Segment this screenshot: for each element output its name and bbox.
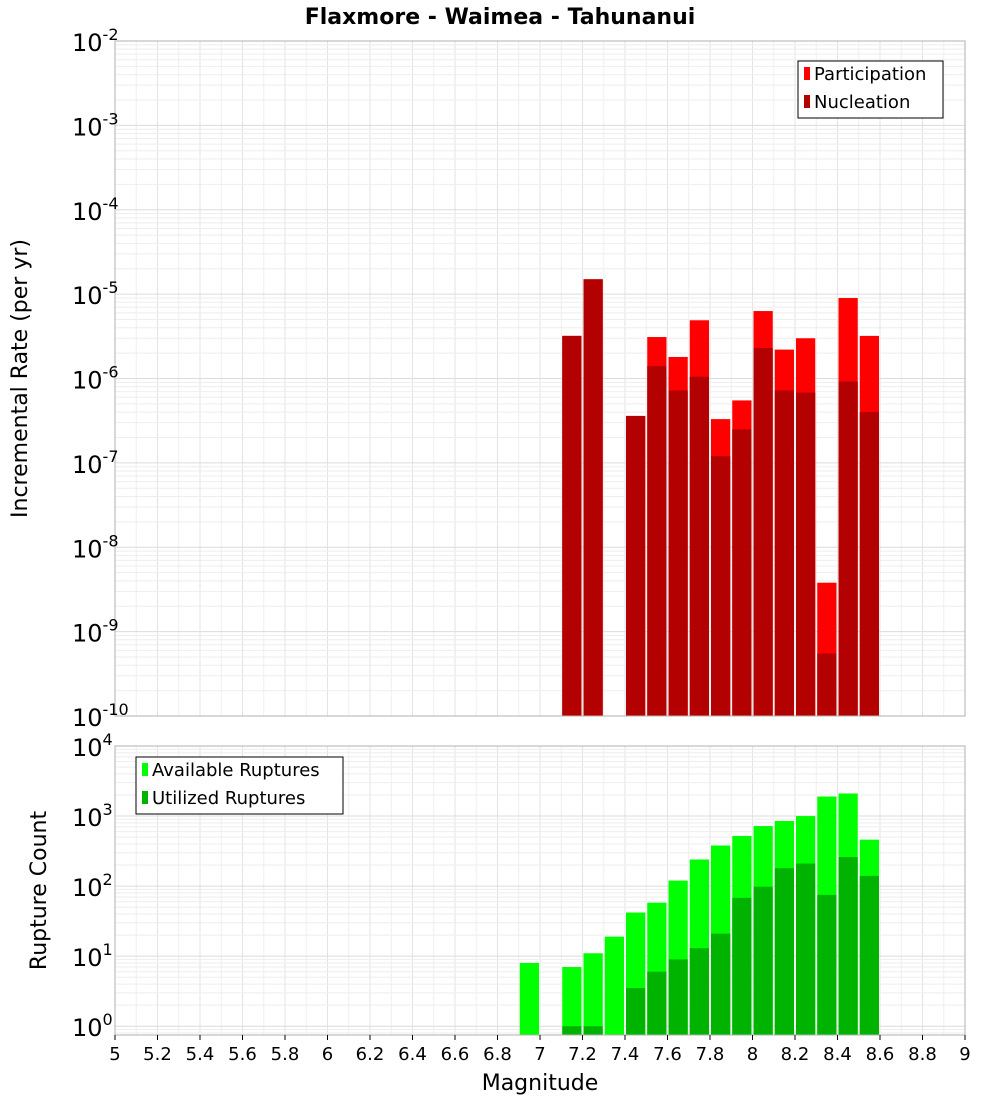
bar — [838, 857, 858, 1035]
y-axis-label: Rupture Count — [27, 811, 52, 971]
bar — [562, 1026, 582, 1035]
legend-swatch — [142, 791, 148, 804]
y-tick-label: 10-8 — [72, 531, 119, 563]
bar — [562, 335, 582, 716]
legend-label: Utilized Ruptures — [152, 788, 305, 809]
bar — [519, 962, 539, 1035]
y-tick-label: 10-3 — [72, 109, 119, 141]
y-tick-label: 103 — [72, 800, 113, 832]
y-tick-label: 104 — [72, 730, 113, 762]
bar — [817, 653, 837, 716]
x-tick-label: 5.6 — [228, 1044, 257, 1065]
y-tick-label: 10-10 — [72, 700, 129, 732]
bar — [774, 868, 794, 1035]
bar — [817, 894, 837, 1035]
x-tick-label: 8.6 — [866, 1044, 895, 1065]
legend-label: Nucleation — [814, 92, 910, 113]
bar — [859, 875, 879, 1035]
y-tick-label: 10-7 — [72, 447, 119, 479]
bar — [562, 967, 582, 1035]
x-tick-label: 6 — [322, 1044, 333, 1065]
y-tick-label: 102 — [72, 870, 113, 902]
bar — [732, 429, 752, 716]
x-tick-label: 6.6 — [441, 1044, 470, 1065]
rupture-count-panel: 104 103 102 101 100 Rupture Count Available Ru… — [27, 730, 971, 1096]
legend-swatch — [804, 67, 810, 80]
x-tick-label: 7.8 — [696, 1044, 725, 1065]
bar — [753, 347, 773, 716]
y-tick-label: 10-9 — [72, 616, 119, 648]
y-tick-label: 10-5 — [72, 278, 119, 310]
x-tick-label: 7.6 — [653, 1044, 682, 1065]
bar — [626, 988, 646, 1035]
y-tick-label: 10-2 — [72, 25, 119, 57]
x-tick-label: 7.2 — [568, 1044, 597, 1065]
plot-frame — [114, 40, 966, 717]
x-tick-label: 5.2 — [143, 1044, 172, 1065]
legend-swatch — [142, 763, 148, 776]
bar — [796, 863, 816, 1035]
bar — [689, 376, 709, 716]
legend-swatch — [804, 95, 810, 108]
bar — [583, 279, 603, 716]
chart-title: Flaxmore - Waimea - Tahunanui — [305, 5, 696, 30]
legend-label: Participation — [814, 64, 926, 85]
x-tick-label: 8.4 — [823, 1044, 852, 1065]
bar — [753, 886, 773, 1035]
y-tick-label: 101 — [72, 940, 113, 972]
y-tick-label: 100 — [72, 1010, 113, 1042]
x-tick-label: 5.8 — [271, 1044, 300, 1065]
bar — [859, 412, 879, 716]
x-tick-label: 8.2 — [781, 1044, 810, 1065]
rate-panel: 10-2 10-3 10-4 10-5 10-6 10-7 10-8 10-9 10-10 Inc… — [8, 5, 966, 732]
x-tick-label: 7 — [534, 1044, 545, 1065]
bar — [711, 456, 731, 716]
y-tick-label: 10-4 — [72, 194, 119, 226]
x-axis-label: Magnitude — [482, 1071, 599, 1096]
x-tick-label: 5.4 — [186, 1044, 215, 1065]
bar — [774, 390, 794, 716]
legend-box — [135, 756, 344, 815]
y-tick-label: 10-6 — [72, 363, 119, 395]
legend: Available Ruptures Utilized Ruptures — [135, 756, 344, 815]
legend: Participation Nucleation — [797, 60, 944, 119]
bar — [626, 415, 646, 716]
bar — [647, 971, 667, 1035]
bar — [604, 936, 624, 1035]
bar — [838, 381, 858, 716]
y-axis-label: Incremental Rate (per yr) — [8, 239, 33, 518]
bar — [583, 953, 603, 1035]
legend-label: Available Ruptures — [152, 760, 320, 781]
x-tick-label: 6.8 — [483, 1044, 512, 1065]
x-tick-label: 8.8 — [908, 1044, 937, 1065]
x-tick-label: 9 — [959, 1044, 970, 1065]
bar — [796, 392, 816, 716]
bar — [689, 948, 709, 1035]
bar — [732, 897, 752, 1035]
bar — [668, 959, 688, 1035]
legend-box — [797, 60, 944, 119]
bar — [711, 933, 731, 1035]
x-tick-label: 8 — [747, 1044, 758, 1065]
x-tick-label: 7.4 — [611, 1044, 640, 1065]
bar — [647, 366, 667, 716]
x-tick-label: 6.4 — [398, 1044, 427, 1065]
bar — [583, 1026, 603, 1035]
bar — [668, 390, 688, 716]
x-tick-label: 5 — [109, 1044, 120, 1065]
x-tick-label: 6.2 — [356, 1044, 385, 1065]
